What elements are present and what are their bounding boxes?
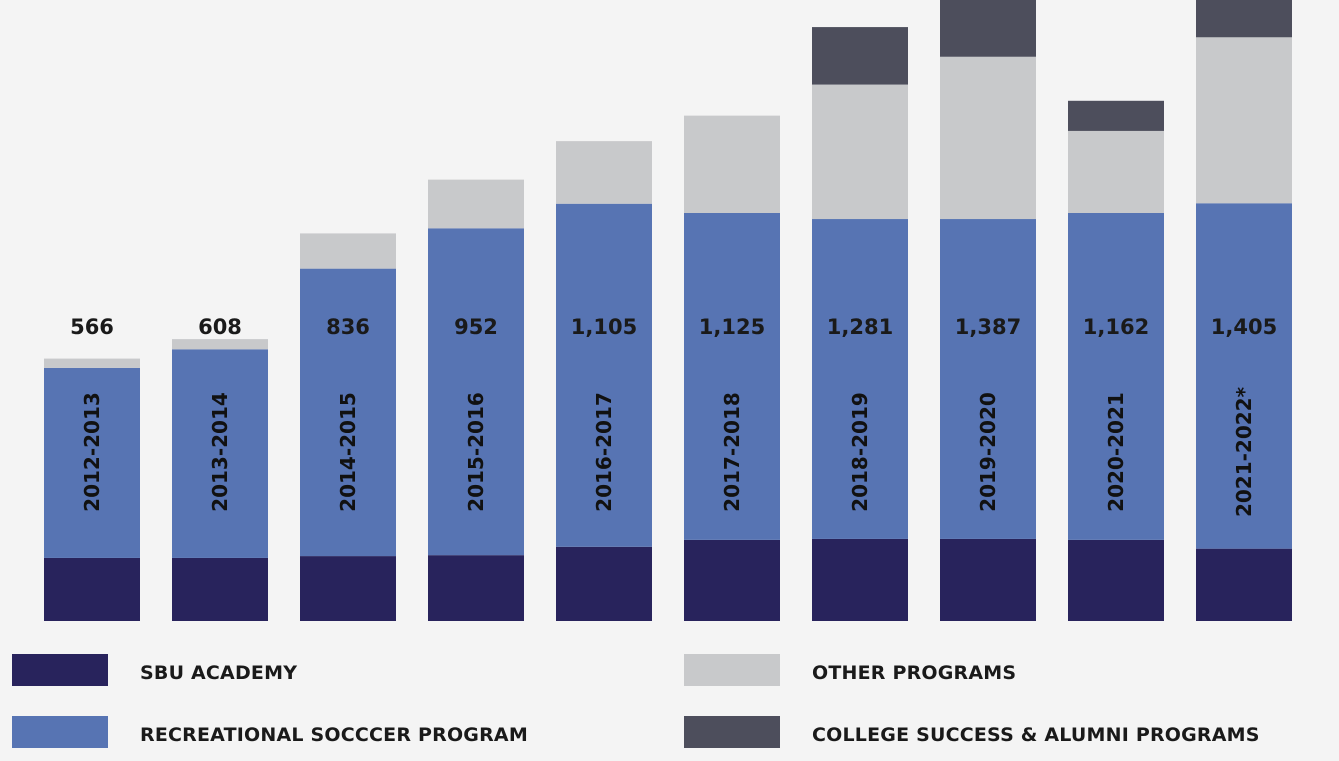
stacked-bar-chart: 566 2012-2013 608 2013-2014 836 2014-2015 952 2… (44, 0, 1292, 621)
total-label-2020-2021: 1,162 (1083, 315, 1149, 339)
bar-segment-college-success-alumni-programs-2019-2020 (940, 0, 1036, 57)
bar-segment-sbu-academy-2017-2018 (684, 539, 780, 621)
legend-swatch-other-programs (684, 654, 780, 686)
legend-swatch-college-success (684, 716, 780, 748)
legend-swatch-sbu-academy (12, 654, 108, 686)
bar-segment-recreational-socccer-program-2012-2013 (44, 367, 140, 558)
bar-segment-sbu-academy-2016-2017 (556, 546, 652, 621)
legend-swatch-recreational-soccer (12, 716, 108, 748)
bar-segment-other-programs-2021-2022 (1196, 37, 1292, 204)
bar-segment-recreational-socccer-program-2013-2014 (172, 349, 268, 558)
bar-segment-recreational-socccer-program-2021-2022 (1196, 203, 1292, 549)
category-label-2016-2017: 2016-2017 (592, 392, 616, 512)
category-label-2021-2022: 2021-2022* (1232, 386, 1256, 517)
category-label-2019-2020: 2019-2020 (976, 392, 1000, 512)
bar-segment-recreational-socccer-program-2016-2017 (556, 203, 652, 547)
total-label-2021-2022: 1,405 (1211, 315, 1277, 339)
total-label-2018-2019: 1,281 (827, 315, 893, 339)
bar-segment-college-success-alumni-programs-2020-2021 (1068, 100, 1164, 131)
total-label-2019-2020: 1,387 (955, 315, 1021, 339)
bar-segment-sbu-academy-2012-2013 (44, 557, 140, 621)
legend-label-recreational-soccer: RECREATIONAL SOCCCER PROGRAM (140, 724, 528, 746)
category-label-2012-2013: 2012-2013 (80, 392, 104, 512)
bar-segment-sbu-academy-2019-2020 (940, 538, 1036, 621)
total-label-2015-2016: 952 (454, 315, 498, 339)
total-label-2012-2013: 566 (70, 315, 114, 339)
category-label-2020-2021: 2020-2021 (1104, 392, 1128, 512)
bar-segment-other-programs-2015-2016 (428, 179, 524, 229)
category-label-2018-2019: 2018-2019 (848, 392, 872, 512)
legend-label-other-programs: OTHER PROGRAMS (812, 662, 1017, 684)
bar-segment-other-programs-2020-2021 (1068, 130, 1164, 213)
bar-segment-other-programs-2019-2020 (940, 56, 1036, 220)
bar-segment-college-success-alumni-programs-2018-2019 (812, 27, 908, 85)
bar-segment-other-programs-2017-2018 (684, 115, 780, 213)
bar-segment-college-success-alumni-programs-2021-2022 (1196, 0, 1292, 38)
bar-segment-recreational-socccer-program-2015-2016 (428, 228, 524, 556)
bar-segment-other-programs-2012-2013 (44, 358, 140, 368)
bar-segment-sbu-academy-2018-2019 (812, 538, 908, 621)
category-label-2015-2016: 2015-2016 (464, 392, 488, 512)
category-label-2017-2018: 2017-2018 (720, 392, 744, 512)
bar-segment-sbu-academy-2021-2022 (1196, 548, 1292, 621)
bar-segment-other-programs-2013-2014 (172, 339, 268, 350)
bar-segment-other-programs-2016-2017 (556, 141, 652, 204)
bar-segment-recreational-socccer-program-2014-2015 (300, 268, 396, 557)
bar-segment-recreational-socccer-program-2017-2018 (684, 213, 780, 540)
bar-segment-sbu-academy-2013-2014 (172, 557, 268, 621)
legend-label-college-success: COLLEGE SUCCESS & ALUMNI PROGRAMS (812, 724, 1260, 746)
bar-segment-sbu-academy-2014-2015 (300, 556, 396, 621)
bar-segment-recreational-socccer-program-2019-2020 (940, 219, 1036, 539)
bar-segment-sbu-academy-2015-2016 (428, 555, 524, 621)
bar-segment-other-programs-2018-2019 (812, 84, 908, 220)
total-label-2017-2018: 1,125 (699, 315, 765, 339)
total-label-2013-2014: 608 (198, 315, 242, 339)
category-label-2014-2015: 2014-2015 (336, 392, 360, 512)
bar-segment-recreational-socccer-program-2020-2021 (1068, 213, 1164, 540)
category-label-2013-2014: 2013-2014 (208, 392, 232, 512)
total-label-2014-2015: 836 (326, 315, 370, 339)
legend-label-sbu-academy: SBU ACADEMY (140, 662, 298, 684)
bar-segment-other-programs-2014-2015 (300, 233, 396, 269)
total-label-2016-2017: 1,105 (571, 315, 637, 339)
bar-segment-recreational-socccer-program-2018-2019 (812, 219, 908, 539)
bar-segment-sbu-academy-2020-2021 (1068, 539, 1164, 621)
